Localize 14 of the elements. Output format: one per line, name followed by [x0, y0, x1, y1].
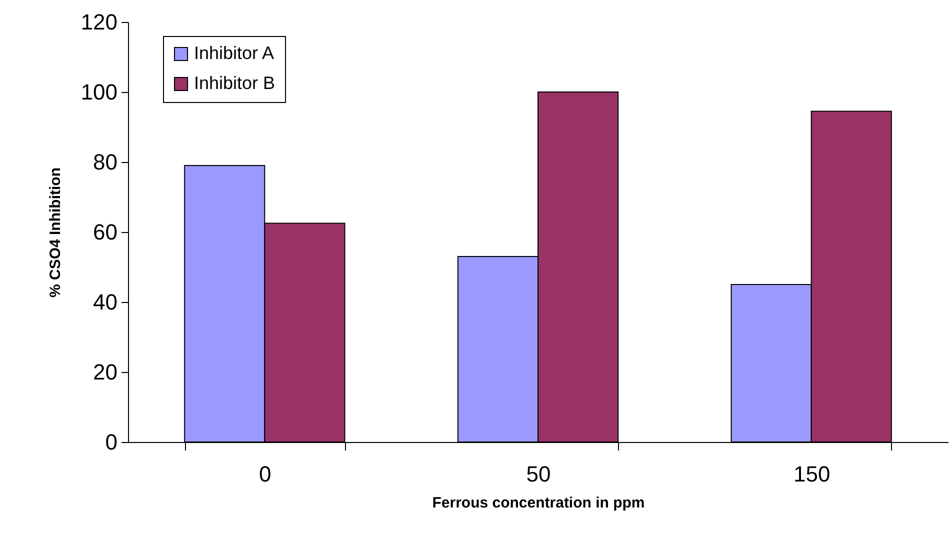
- legend-label: Inhibitor B: [194, 73, 276, 93]
- y-tick-label: 40: [93, 290, 118, 314]
- y-tick-label: 100: [80, 80, 118, 104]
- y-tick-label: 80: [93, 150, 118, 174]
- y-axis-title: % CSO4 Inhibition: [46, 168, 64, 298]
- y-tick-label: 120: [80, 10, 118, 34]
- x-axis-title: Ferrous concentration in ppm: [432, 494, 645, 512]
- legend-label: Inhibitor A: [194, 43, 274, 63]
- x-tick-label: 0: [259, 462, 272, 486]
- y-tick-label: 60: [93, 220, 118, 244]
- x-tick-label: 50: [526, 462, 551, 486]
- y-tick-label: 20: [93, 360, 118, 384]
- y-tick-label: 0: [105, 430, 118, 454]
- x-tick-label: 150: [793, 462, 830, 486]
